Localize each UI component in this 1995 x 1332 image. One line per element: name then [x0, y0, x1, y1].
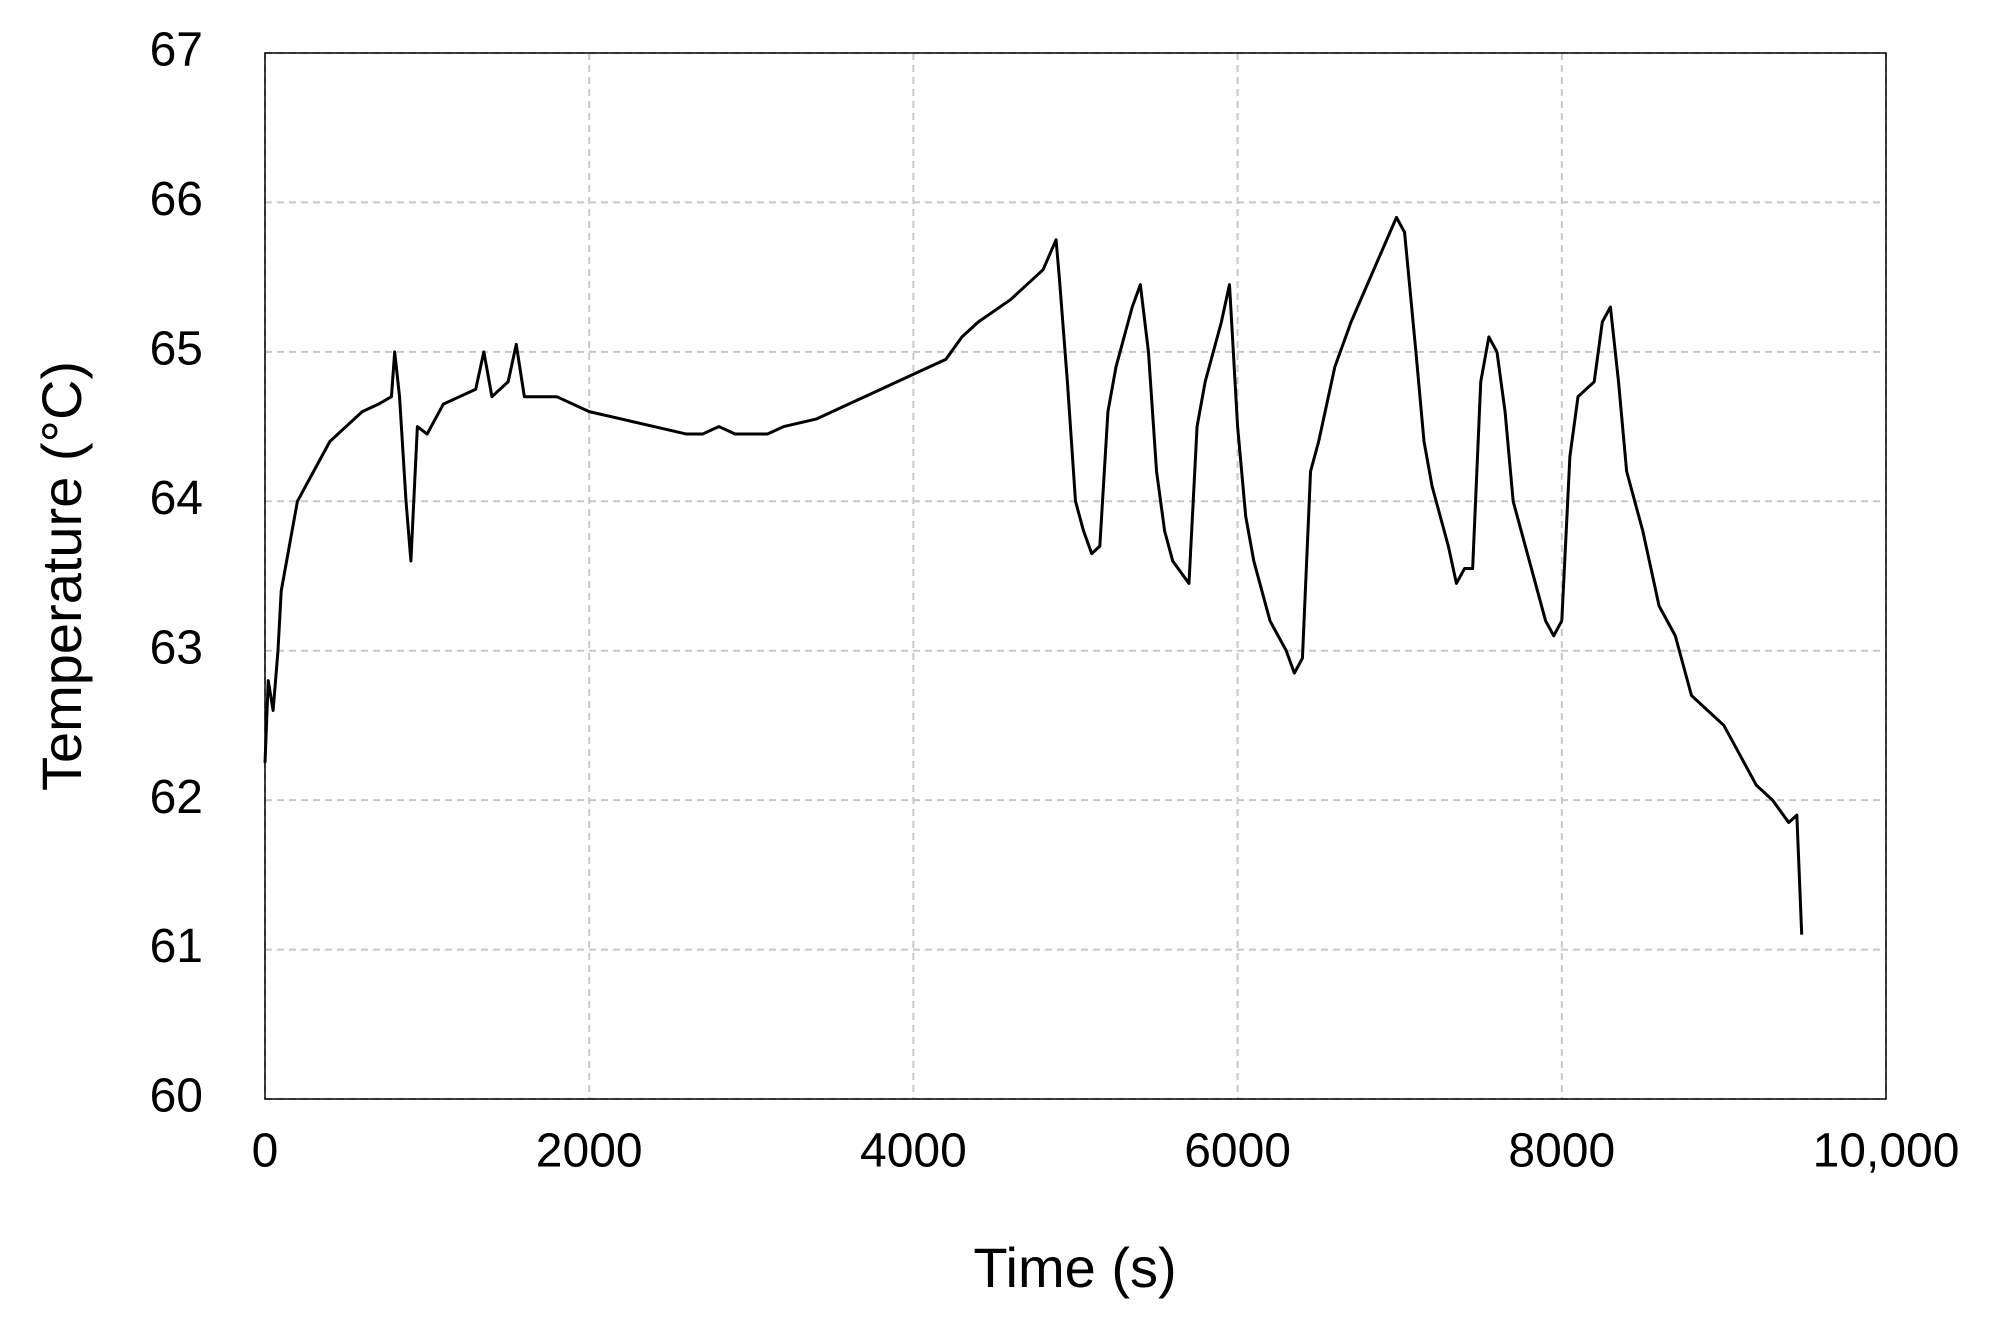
x-axis-title: Time (s) [973, 1236, 1176, 1299]
x-tick-label: 8000 [1508, 1125, 1615, 1178]
y-tick-label: 61 [150, 920, 203, 973]
x-tick-label: 2000 [536, 1125, 643, 1178]
x-tick-label: 10,000 [1813, 1125, 1960, 1178]
x-tick-label: 6000 [1184, 1125, 1291, 1178]
y-tick-label: 60 [150, 1070, 203, 1123]
y-tick-label: 63 [150, 621, 203, 674]
x-tick-label: 4000 [860, 1125, 967, 1178]
y-tick-label: 64 [150, 472, 203, 525]
y-tick-label: 65 [150, 323, 203, 376]
y-tick-label: 67 [150, 24, 203, 77]
y-axis-title: Temperature (°C) [30, 361, 93, 791]
plot-frame [264, 52, 1887, 1100]
y-tick-label: 62 [150, 771, 203, 824]
x-tick-label: 0 [252, 1125, 279, 1178]
y-tick-label: 66 [150, 173, 203, 226]
data-line [263, 215, 1804, 935]
